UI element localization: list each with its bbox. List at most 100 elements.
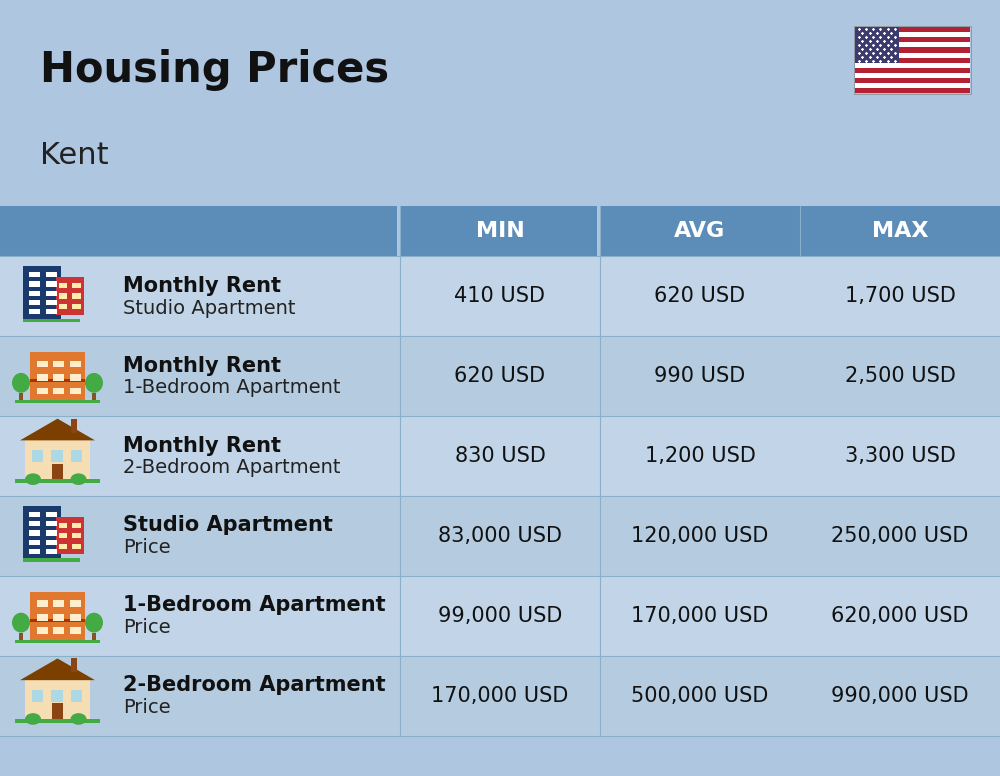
Bar [92, 633, 96, 639]
Text: 1-Bedroom Apartment: 1-Bedroom Apartment [123, 595, 386, 615]
Ellipse shape [25, 473, 41, 485]
Bar [46, 521, 57, 526]
Bar [59, 523, 67, 528]
Bar [29, 300, 40, 305]
Bar [32, 450, 43, 462]
Bar [29, 530, 40, 535]
Text: Studio Apartment: Studio Apartment [123, 299, 296, 317]
Bar [52, 464, 63, 480]
Bar [37, 627, 48, 634]
Bar [72, 533, 81, 539]
Text: 410 USD: 410 USD [454, 286, 546, 306]
Bar [15, 639, 100, 643]
Bar [72, 283, 81, 288]
Text: 1,200 USD: 1,200 USD [645, 446, 755, 466]
Text: Price: Price [123, 539, 171, 557]
Text: 83,000 USD: 83,000 USD [438, 526, 562, 546]
Text: MAX: MAX [872, 221, 928, 241]
Bar [72, 523, 81, 528]
Text: 1-Bedroom Apartment: 1-Bedroom Apartment [123, 379, 340, 397]
Bar [855, 27, 970, 33]
Polygon shape [20, 419, 95, 441]
Bar [70, 374, 81, 381]
Bar [29, 549, 40, 554]
Bar [53, 374, 64, 381]
Bar [855, 78, 970, 83]
Bar [25, 680, 90, 719]
Text: 170,000 USD: 170,000 USD [631, 606, 769, 625]
Ellipse shape [85, 373, 103, 393]
Bar [855, 33, 970, 37]
Text: Monthly Rent: Monthly Rent [123, 275, 281, 296]
Bar [37, 614, 48, 621]
Text: 170,000 USD: 170,000 USD [431, 686, 569, 705]
Ellipse shape [25, 713, 41, 725]
Bar [72, 544, 81, 549]
Bar [29, 521, 40, 526]
Bar [22, 319, 80, 323]
Bar [0, 206, 1000, 256]
Bar [0, 656, 1000, 736]
Polygon shape [20, 658, 95, 680]
Bar [855, 37, 970, 43]
Bar [855, 68, 970, 73]
Bar [46, 530, 57, 535]
Bar [59, 283, 67, 288]
Bar [855, 47, 970, 53]
Bar [15, 480, 100, 483]
Bar [22, 265, 60, 319]
Bar [855, 73, 970, 78]
Bar [46, 549, 57, 554]
Bar [29, 282, 40, 286]
Bar [72, 293, 81, 299]
Bar [53, 387, 64, 394]
Text: 2-Bedroom Apartment: 2-Bedroom Apartment [123, 675, 386, 695]
Bar [56, 278, 84, 315]
Text: 250,000 USD: 250,000 USD [831, 526, 969, 546]
Bar [53, 601, 64, 607]
Bar [37, 387, 48, 394]
Bar [15, 400, 100, 404]
Text: 2-Bedroom Apartment: 2-Bedroom Apartment [123, 459, 340, 477]
Bar [46, 539, 57, 545]
Bar [855, 57, 970, 63]
Bar [53, 627, 64, 634]
Bar [37, 374, 48, 381]
Bar [70, 387, 81, 394]
Bar [56, 518, 84, 555]
Bar [25, 441, 90, 480]
Bar [46, 282, 57, 286]
Ellipse shape [71, 713, 87, 725]
Bar [597, 206, 600, 256]
Text: 2,500 USD: 2,500 USD [845, 366, 955, 386]
Bar [59, 304, 67, 309]
Bar [855, 27, 899, 63]
Bar [70, 627, 81, 634]
Bar [70, 658, 77, 672]
Bar [59, 293, 67, 299]
Bar [92, 393, 96, 400]
Text: 1,700 USD: 1,700 USD [845, 286, 955, 306]
Text: 990,000 USD: 990,000 USD [831, 686, 969, 705]
Bar [30, 379, 85, 382]
Bar [29, 290, 40, 296]
Bar [70, 601, 81, 607]
Bar [59, 533, 67, 539]
Bar [855, 63, 970, 68]
Bar [70, 614, 81, 621]
Bar [46, 272, 57, 277]
Bar [0, 256, 1000, 336]
Bar [53, 361, 64, 367]
Text: Price: Price [123, 698, 171, 717]
Ellipse shape [71, 473, 87, 485]
Text: Price: Price [123, 618, 171, 637]
Ellipse shape [85, 613, 103, 632]
Bar [70, 690, 82, 702]
Bar [46, 290, 57, 296]
Bar [46, 512, 57, 517]
Bar [29, 309, 40, 314]
Text: Studio Apartment: Studio Apartment [123, 515, 333, 535]
Bar [30, 352, 85, 400]
Text: 99,000 USD: 99,000 USD [438, 606, 562, 625]
Bar [15, 719, 100, 723]
